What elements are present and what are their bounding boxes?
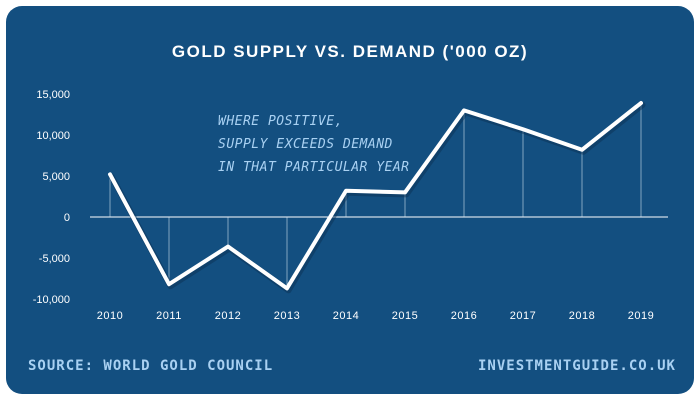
y-tick-label: 10,000 bbox=[36, 130, 70, 142]
data-point bbox=[639, 101, 643, 105]
annotation-line-3: IN THAT PARTICULAR YEAR bbox=[218, 160, 410, 175]
x-tick-label: 2019 bbox=[628, 310, 654, 322]
data-point bbox=[226, 245, 230, 249]
x-tick-label: 2010 bbox=[97, 310, 123, 322]
y-tick-label: 15,000 bbox=[36, 89, 70, 101]
chart-title: GOLD SUPPLY VS. DEMAND ('000 OZ) bbox=[171, 42, 529, 61]
data-point bbox=[580, 148, 584, 152]
site-credit: INVESTMENTGUIDE.CO.UK bbox=[477, 358, 676, 374]
annotation-line-1: WHERE POSITIVE, bbox=[218, 114, 343, 129]
x-tick-label: 2016 bbox=[451, 310, 477, 322]
data-point bbox=[285, 286, 289, 290]
data-point bbox=[108, 172, 112, 176]
source-note: SOURCE: WORLD GOLD COUNCIL bbox=[28, 358, 274, 374]
data-point bbox=[167, 282, 171, 286]
x-tick-label: 2012 bbox=[215, 310, 241, 322]
x-tick-label: 2011 bbox=[156, 310, 182, 322]
line-chart: 15,000 10,000 5,000 0 -5,000 -10,000 2010 2011 2… bbox=[33, 89, 668, 322]
series-line bbox=[108, 101, 643, 291]
x-tick-label: 2015 bbox=[392, 310, 418, 322]
x-tick-label: 2018 bbox=[569, 310, 595, 322]
chart-annotation: WHERE POSITIVE, SUPPLY EXCEEDS DEMAND IN… bbox=[218, 110, 458, 179]
x-tick-label: 2014 bbox=[333, 310, 359, 322]
data-point bbox=[462, 108, 466, 112]
y-tick-label: -10,000 bbox=[33, 294, 70, 306]
y-tick-label: 5,000 bbox=[42, 171, 70, 183]
annotation-line-2: SUPPLY EXCEEDS DEMAND bbox=[218, 137, 393, 152]
data-point bbox=[521, 127, 525, 131]
x-tick-label: 2017 bbox=[510, 310, 536, 322]
data-point bbox=[344, 189, 348, 193]
x-tick-label: 2013 bbox=[274, 310, 300, 322]
y-tick-label: -5,000 bbox=[39, 253, 70, 265]
chart-card: GOLD SUPPLY VS. DEMAND ('000 OZ) 15,000 1… bbox=[6, 6, 694, 394]
y-tick-label: 0 bbox=[64, 212, 70, 224]
data-point bbox=[403, 190, 407, 194]
